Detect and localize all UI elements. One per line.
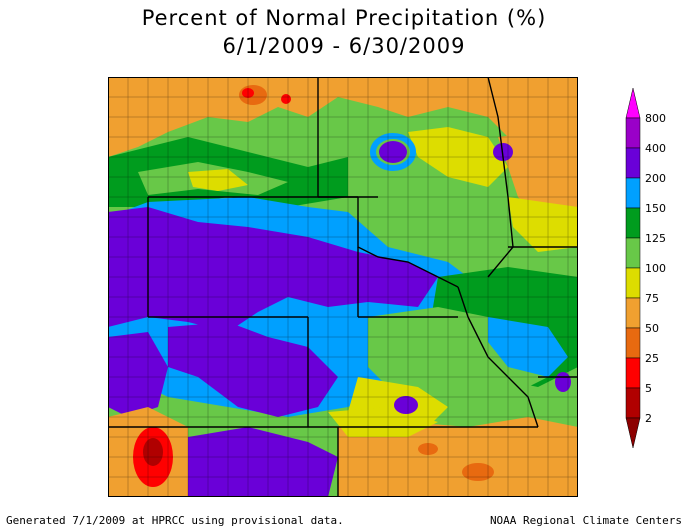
- legend-label-800: 800: [645, 112, 666, 125]
- footer-source: NOAA Regional Climate Centers: [489, 514, 682, 527]
- north-red-dot: [281, 94, 291, 104]
- central-purple-region: [108, 207, 438, 332]
- dakota-yellow: [508, 197, 578, 252]
- texas-red-spot: [462, 463, 494, 481]
- legend-label-200: 200: [645, 172, 666, 185]
- map-frame: [108, 77, 578, 497]
- southern-purple-lower: [188, 427, 338, 497]
- legend-label-75: 75: [645, 292, 659, 305]
- kansas-purple-spot: [394, 396, 418, 414]
- legend-swatch-50: [625, 297, 641, 329]
- legend-label-400: 400: [645, 142, 666, 155]
- legend-label-50: 50: [645, 322, 659, 335]
- south-yellow-band: [328, 407, 438, 437]
- legend-label-25: 25: [645, 352, 659, 365]
- legend-bottom-arrow: [625, 417, 641, 449]
- west-yellow: [188, 169, 248, 191]
- legend-label-2: 2: [645, 412, 652, 425]
- east-purple-spot: [555, 372, 571, 392]
- legend-swatch-25: [625, 327, 641, 359]
- southwest-purple: [108, 332, 168, 417]
- legend-swatch-400: [625, 117, 641, 149]
- south-purple-region: [168, 322, 338, 417]
- legend-swatch-2: [625, 387, 641, 419]
- legend-swatch-200: [625, 147, 641, 179]
- ne-purple-spot-1: [379, 141, 407, 163]
- legend-top-arrow: [625, 87, 641, 119]
- legend-swatch-150: [625, 177, 641, 209]
- legend-label-100: 100: [645, 262, 666, 275]
- state-boundaries: [108, 77, 578, 497]
- map-title: Percent of Normal Precipitation (%): [141, 6, 547, 30]
- legend-swatch-125: [625, 207, 641, 239]
- color-legend: 800 400 200 150 125 100 75 50 25 5 2: [625, 87, 666, 449]
- legend-swatch-5: [625, 357, 641, 389]
- legend-label-150: 150: [645, 202, 666, 215]
- southwest-darkred-core: [143, 438, 163, 466]
- ne-blue-spot: [370, 133, 416, 171]
- precipitation-map: [108, 77, 578, 497]
- footer-generated-note: Generated 7/1/2009 at HPRCC using provis…: [6, 514, 344, 527]
- date-range: 6/1/2009 - 6/30/2009: [222, 34, 466, 58]
- legend-swatch-75: [625, 267, 641, 299]
- legend-swatch-100: [625, 237, 641, 269]
- legend-label-125: 125: [645, 232, 666, 245]
- county-grid: [108, 77, 578, 497]
- legend-label-5: 5: [645, 382, 652, 395]
